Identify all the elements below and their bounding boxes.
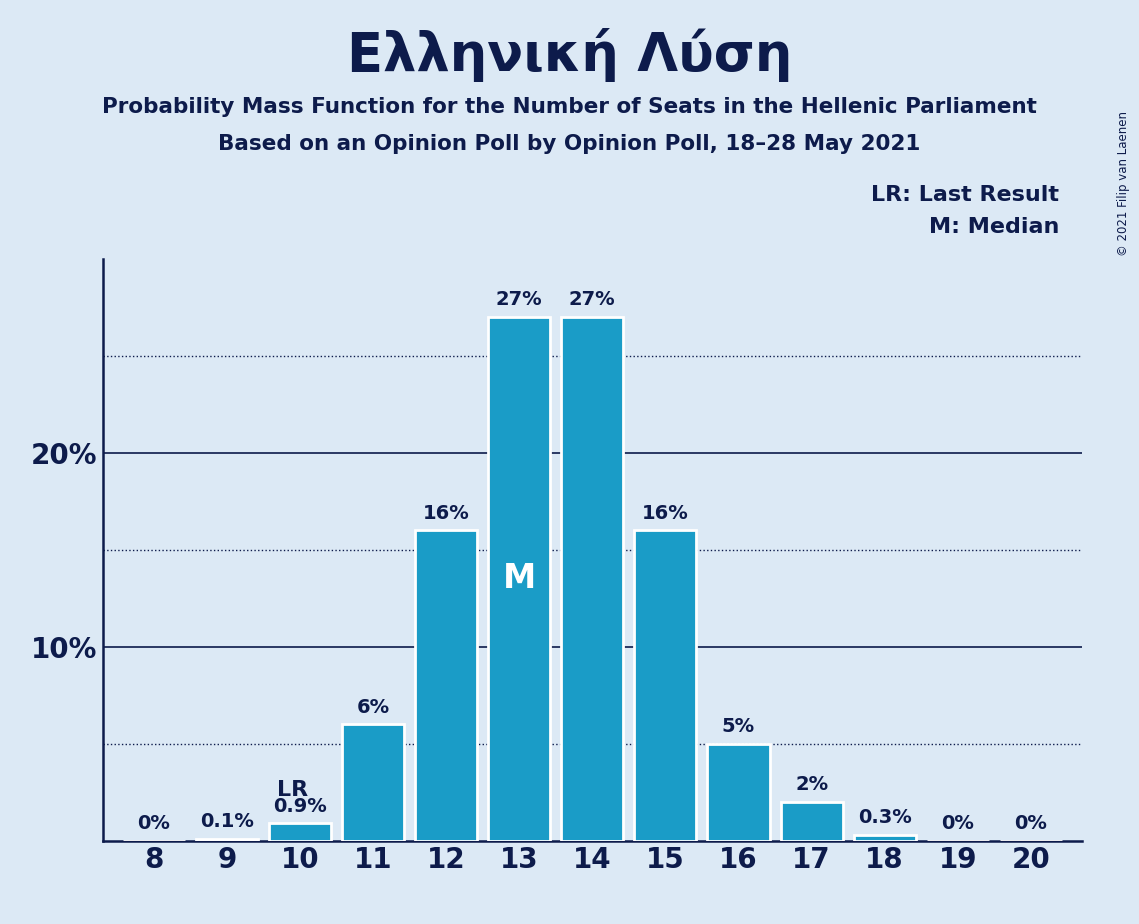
Bar [707,744,770,841]
Text: © 2021 Filip van Laenen: © 2021 Filip van Laenen [1117,111,1130,256]
Text: 0.9%: 0.9% [273,796,327,816]
Text: 0%: 0% [137,814,170,833]
Text: 0.3%: 0.3% [858,808,911,827]
Bar [562,317,623,841]
Text: 0%: 0% [1015,814,1048,833]
Bar [780,802,843,841]
Bar [196,839,257,841]
Text: Ελληνική Λύση: Ελληνική Λύση [346,28,793,81]
Bar [634,530,696,841]
Bar [269,823,331,841]
Text: 6%: 6% [357,698,390,717]
Bar [853,835,916,841]
Text: M: M [502,563,535,595]
Text: LR: LR [277,780,309,800]
Text: 2%: 2% [795,775,828,795]
Text: 16%: 16% [423,504,469,523]
Bar [342,724,404,841]
Text: 27%: 27% [495,290,542,310]
Text: 0%: 0% [941,814,974,833]
Text: LR: Last Result: LR: Last Result [871,185,1059,205]
Text: Based on an Opinion Poll by Opinion Poll, 18–28 May 2021: Based on an Opinion Poll by Opinion Poll… [219,134,920,154]
Bar [415,530,477,841]
Text: M: Median: M: Median [929,217,1059,237]
Text: 5%: 5% [722,717,755,736]
Bar [489,317,550,841]
Text: 16%: 16% [642,504,689,523]
Text: Probability Mass Function for the Number of Seats in the Hellenic Parliament: Probability Mass Function for the Number… [103,97,1036,117]
Text: 0.1%: 0.1% [199,812,254,832]
Text: 27%: 27% [570,290,615,310]
